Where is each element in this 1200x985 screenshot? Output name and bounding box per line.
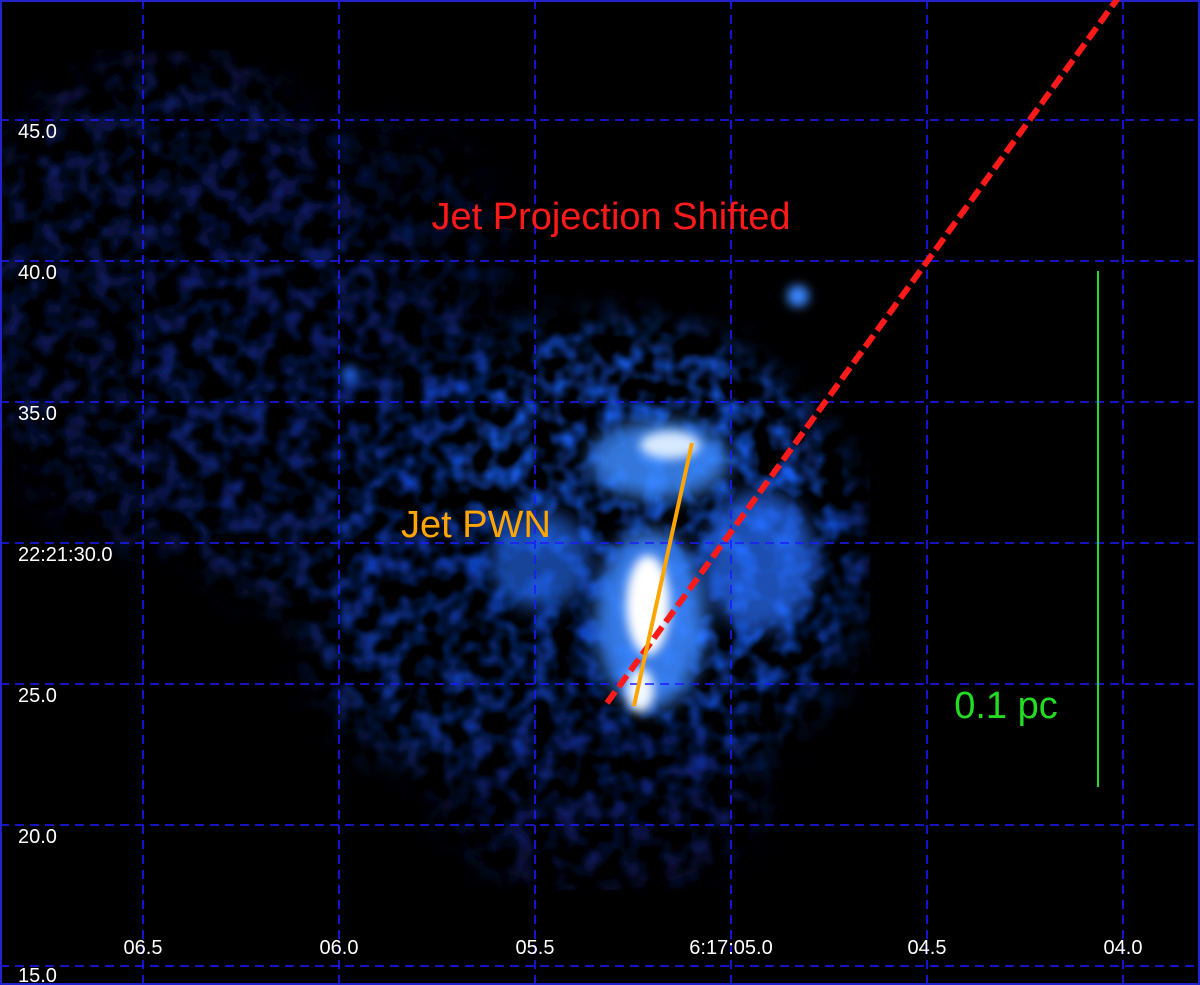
ra-label: 04.5 bbox=[908, 937, 947, 959]
dec-label: 15.0 bbox=[18, 965, 57, 985]
dec-tick-labels: 45.0 40.0 35.0 22:21:30.0 25.0 20.0 15.0 bbox=[18, 121, 113, 985]
jet-pwn-label: Jet PWN bbox=[401, 504, 551, 546]
ra-label: 04.0 bbox=[1104, 937, 1143, 959]
ra-label: 06.0 bbox=[320, 937, 359, 959]
dec-label: 20.0 bbox=[18, 826, 57, 848]
ra-label: 05.5 bbox=[516, 937, 555, 959]
jet-projection-line bbox=[604, 0, 1121, 705]
ra-tick-labels: 06.5 06.0 05.5 6:17:05.0 04.5 04.0 bbox=[124, 937, 1143, 959]
dec-label: 25.0 bbox=[18, 685, 57, 707]
jet-projection-label: Jet Projection Shifted bbox=[431, 196, 790, 238]
dec-label: 40.0 bbox=[18, 262, 57, 284]
dec-label: 45.0 bbox=[18, 121, 57, 143]
ra-label: 06.5 bbox=[124, 937, 163, 959]
ra-label: 6:17:05.0 bbox=[689, 937, 772, 959]
scale-label: 0.1 pc bbox=[954, 685, 1058, 727]
jet-pwn-line bbox=[632, 442, 694, 707]
dec-label: 22:21:30.0 bbox=[18, 544, 113, 566]
dec-label: 35.0 bbox=[18, 403, 57, 425]
diffuse-emission bbox=[0, 50, 870, 890]
